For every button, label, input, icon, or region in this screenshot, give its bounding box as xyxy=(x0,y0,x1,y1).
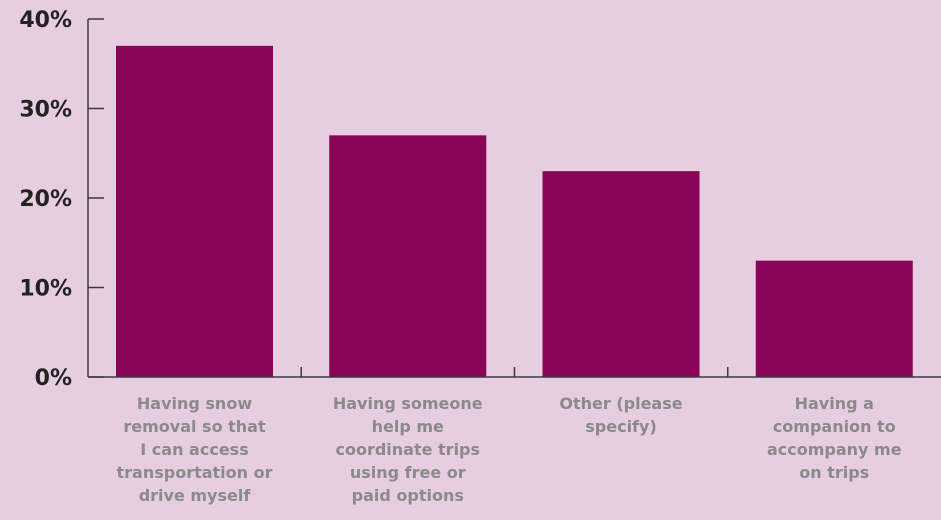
x-tick-label-1: Having snow removal so that I can access tr… xyxy=(117,394,273,505)
y-tick-label: 20% xyxy=(19,187,72,212)
y-tick-label: 40% xyxy=(19,8,72,33)
x-ticks xyxy=(300,367,729,377)
bar-2 xyxy=(329,135,487,377)
y-tick-label: 0% xyxy=(35,366,72,391)
x-tick-label-line: on trips xyxy=(799,463,869,482)
x-tick-label-4: Having a companion to accompany me on trips xyxy=(767,394,902,482)
x-tick-labels: Having snow removal so that I can access tr… xyxy=(117,394,902,505)
x-tick-label-line: Having someone xyxy=(333,394,483,413)
x-tick-label-line: paid options xyxy=(352,486,464,505)
bars-layer xyxy=(116,45,913,377)
x-tick-label-line: using free or xyxy=(350,463,466,482)
bar-3 xyxy=(542,171,700,377)
x-tick-label-line: removal so that xyxy=(123,417,266,436)
x-tick-label-3: Other (please specify) xyxy=(559,394,682,436)
x-tick-label-line: accompany me xyxy=(767,440,902,459)
bar-1 xyxy=(116,45,273,377)
bar-4 xyxy=(755,260,913,377)
x-tick-label-line: Having snow xyxy=(137,394,252,413)
x-tick-label-2: Having someone help me coordinate trips usi… xyxy=(333,394,483,505)
x-tick-label-line: drive myself xyxy=(139,486,252,505)
y-ticks: 0% 10% 20% 30% 40% xyxy=(19,8,104,391)
x-tick-label-line: transportation or xyxy=(117,463,273,482)
x-tick-label-line: Other (please xyxy=(559,394,682,413)
x-tick-label-line: companion to xyxy=(773,417,896,436)
y-tick-label: 30% xyxy=(19,98,72,123)
x-tick-label-line: I can access xyxy=(140,440,248,459)
x-tick-label-line: coordinate trips xyxy=(335,440,480,459)
x-tick-label-line: help me xyxy=(372,417,444,436)
y-tick-label: 10% xyxy=(19,277,72,302)
x-tick-label-line: Having a xyxy=(795,394,874,413)
x-tick-label-line: specify) xyxy=(585,417,657,436)
